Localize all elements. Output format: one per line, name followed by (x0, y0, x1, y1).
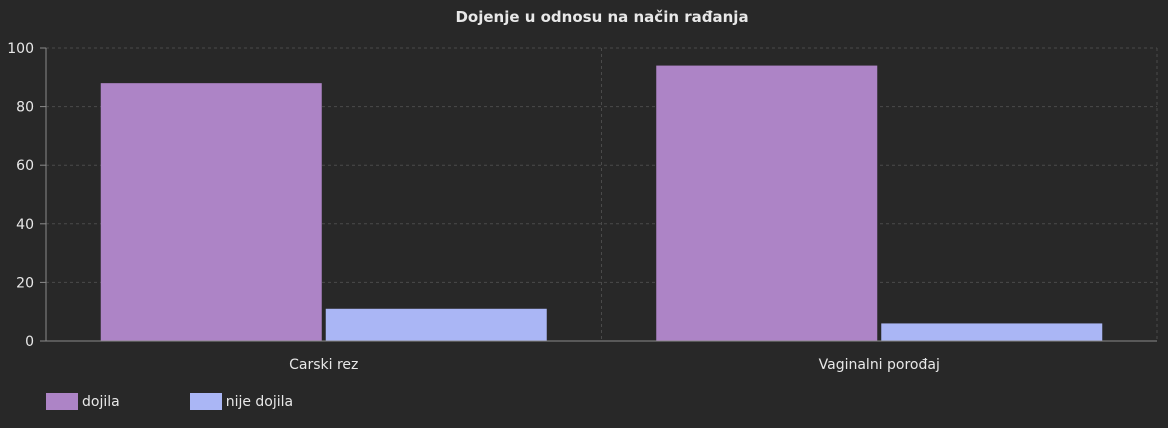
y-tick-label: 100 (7, 41, 34, 57)
chart-title: Dojenje u odnosu na način rađanja (455, 8, 748, 26)
bar-chart: Dojenje u odnosu na način rađanja 0 20 40 6… (7, 8, 1158, 373)
legend-item-nije-dojila[interactable]: nije dojila (189, 393, 294, 410)
legend-item-dojila[interactable]: dojila (46, 393, 120, 410)
y-tick-label: 0 (25, 334, 34, 350)
bars (100, 65, 1103, 341)
legend: dojila nije dojila (46, 393, 363, 410)
legend-label-nije-dojila: nije dojila (225, 393, 294, 410)
bar-dojila-0[interactable] (100, 83, 322, 341)
x-tick-label: Carski rez (289, 357, 358, 373)
bar-nije-dojila-1[interactable] (881, 323, 1103, 341)
axes: 0 20 40 60 80 100 Carski rez Vaginalni porođaj (7, 41, 1157, 373)
y-tick-label: 60 (16, 158, 34, 174)
x-tick-label: Vaginalni porođaj (819, 357, 940, 373)
legend-swatch-nije-dojila (189, 393, 222, 410)
legend-label-dojila: dojila (82, 393, 120, 410)
y-tick-label: 20 (16, 275, 34, 291)
y-tick-label: 40 (16, 217, 34, 233)
y-tick-label: 80 (16, 100, 34, 116)
legend-swatch-dojila (46, 393, 78, 410)
bar-nije-dojila-0[interactable] (325, 308, 547, 341)
bar-dojila-1[interactable] (656, 65, 878, 341)
